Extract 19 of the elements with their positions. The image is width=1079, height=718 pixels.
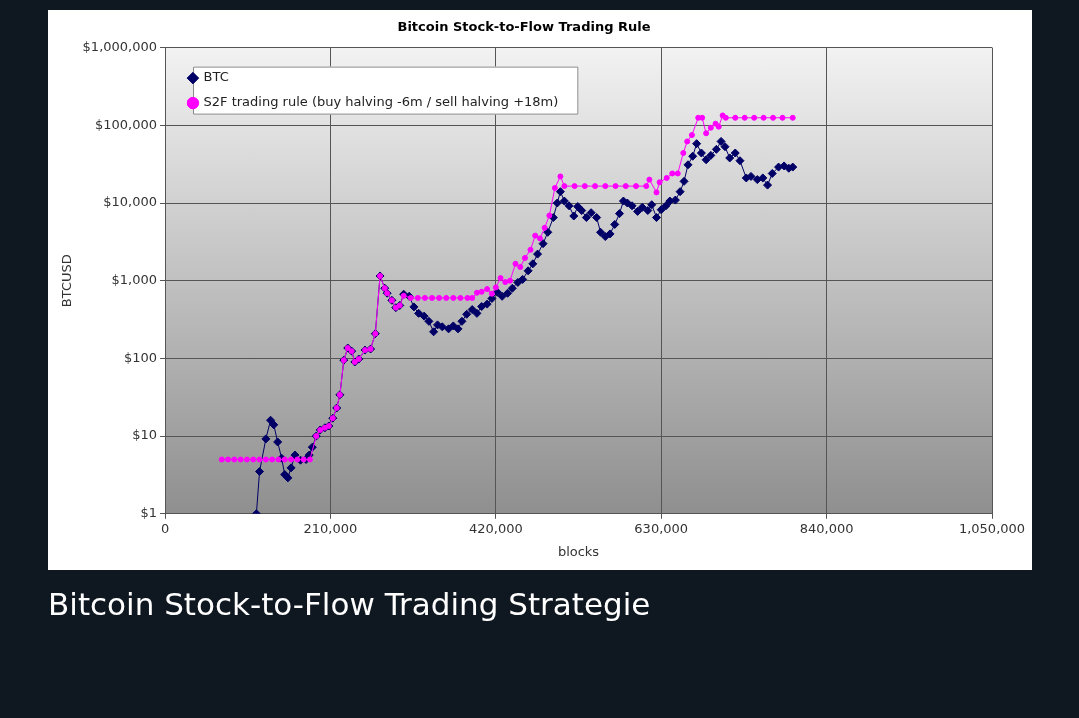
y-tick-label: $100,000 — [95, 116, 158, 132]
y-tick-label: $10,000 — [103, 194, 158, 210]
y-tick-label: $100 — [123, 349, 158, 365]
y-axis-title: BTCUSD — [59, 254, 75, 308]
x-axis-title: blocks — [557, 543, 600, 559]
y-tick-label: $10 — [132, 427, 158, 443]
text: Bitcoin Stock-to-Flow Trading Strategie — [48, 586, 651, 622]
legend-label: S2F trading rule (buy halving -6m / sell halving +18m) — [203, 94, 559, 110]
chart-title: Bitcoin Stock-to-Flow Trading Rule — [397, 19, 651, 35]
legend-label: BTC — [203, 69, 229, 85]
y-tick-label: $1,000,000 — [82, 38, 158, 54]
x-tick-label: 630,000 — [634, 520, 689, 536]
x-tick-label: 0 — [160, 520, 170, 536]
x-tick-label: 210,000 — [303, 520, 358, 536]
y-tick-label: $1,000 — [111, 272, 158, 288]
x-tick-label: 840,000 — [799, 520, 854, 536]
x-tick-label: 1,050,000 — [958, 520, 1026, 536]
x-tick-label: 420,000 — [468, 520, 523, 536]
y-tick-label: $1 — [140, 505, 158, 521]
